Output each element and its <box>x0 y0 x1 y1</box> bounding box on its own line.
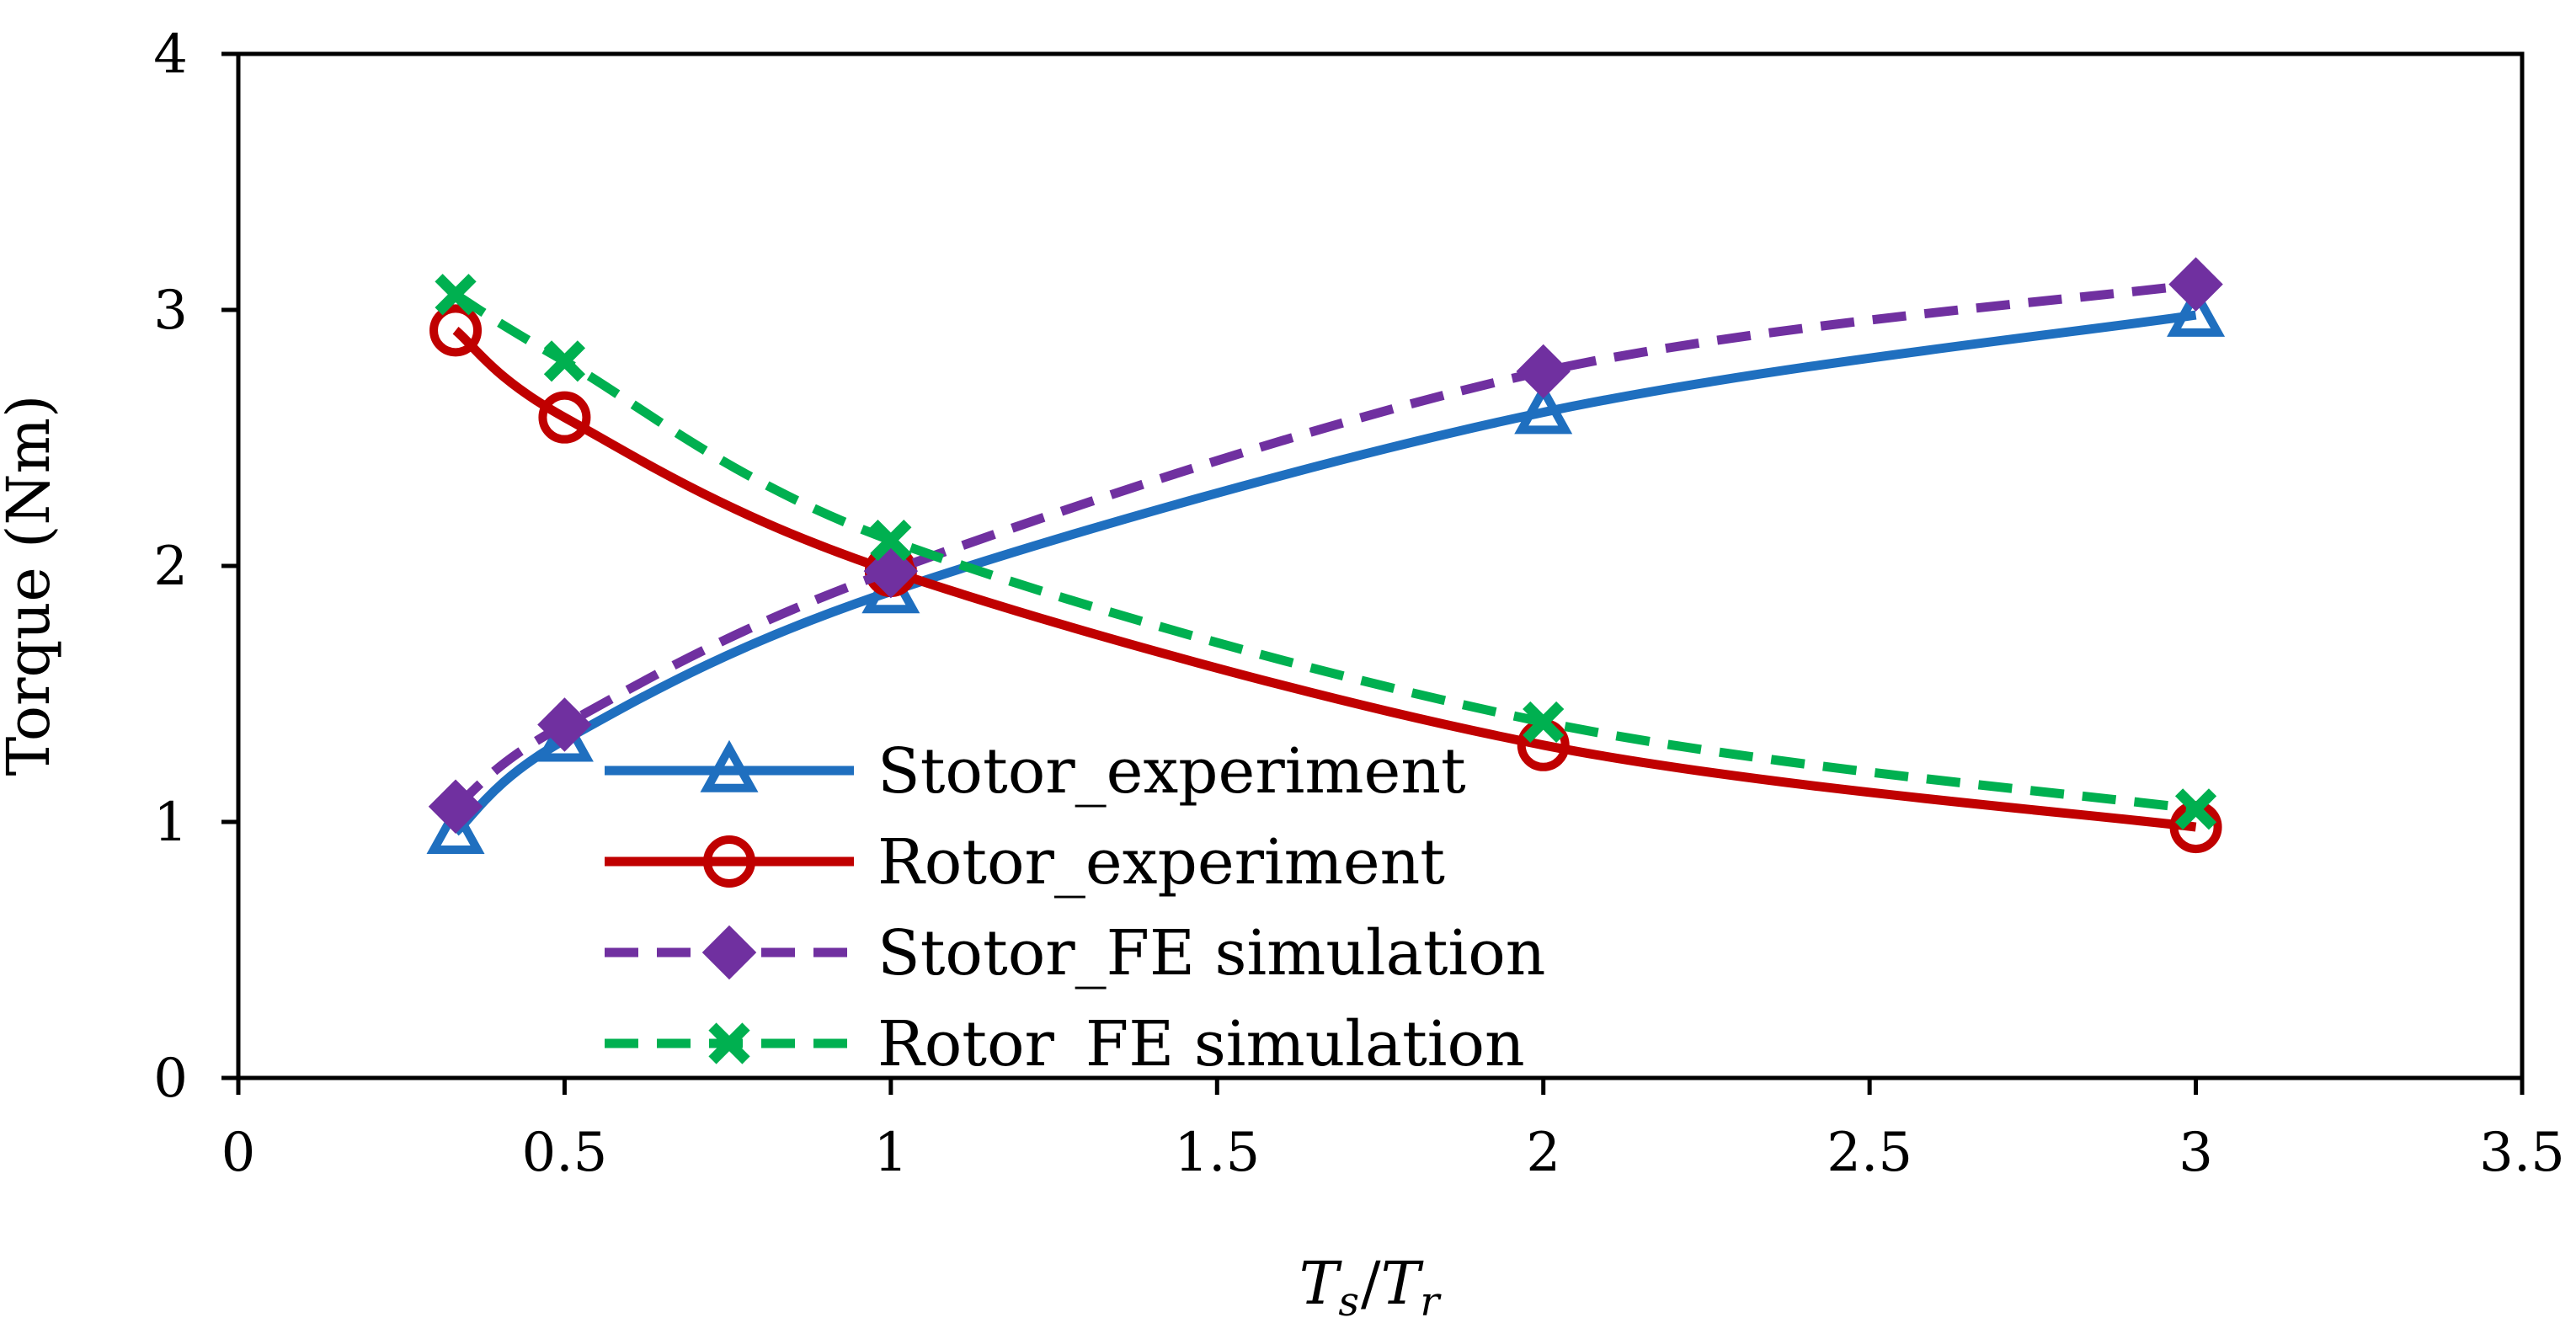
data-point <box>429 304 483 357</box>
x-title-sub-1: s <box>1338 1278 1359 1326</box>
legend-label: Stotor_FE simulation <box>877 917 1545 990</box>
data-point <box>537 697 592 752</box>
legend-item: Stotor_FE simulation <box>605 917 1545 990</box>
x-axis-title: Ts/Tr <box>1299 1249 1443 1326</box>
x-title-slash: / <box>1361 1249 1381 1318</box>
data-point <box>1516 344 1571 399</box>
data-point <box>2168 257 2223 312</box>
x-marker-stroke <box>435 274 477 316</box>
data-point <box>538 391 591 444</box>
x-tick-label: 3 <box>2179 1122 2213 1184</box>
legend-item: Stotor_experiment <box>605 735 1466 808</box>
legend-swatch-marker <box>703 835 755 888</box>
x-tick-label: 3.5 <box>2479 1122 2565 1184</box>
data-point <box>426 801 485 854</box>
legend-item: Rotor_experiment <box>605 826 1445 899</box>
x-tick-label: 2 <box>1526 1122 1560 1184</box>
legend-swatch-marker <box>700 739 759 792</box>
x-tick-label: 2.5 <box>1827 1122 1912 1184</box>
data-point <box>1514 381 1573 435</box>
legend-swatch-marker <box>708 1022 750 1064</box>
y-tick-label: 2 <box>153 536 188 598</box>
y-axis-title: Torque (Nm) <box>0 395 63 776</box>
y-tick-label: 1 <box>153 792 188 854</box>
data-point <box>543 340 586 382</box>
series-group <box>426 257 2226 854</box>
y-tick-label: 4 <box>153 24 188 86</box>
x-marker-stroke <box>2174 788 2217 830</box>
legend-label: Rotor_FE simulation <box>877 1008 1525 1080</box>
x-marker-stroke <box>543 340 586 382</box>
x-marker-stroke <box>1523 701 1565 744</box>
data-point <box>2174 788 2217 830</box>
x-title-base-1: T <box>1299 1249 1342 1318</box>
data-point <box>435 274 477 316</box>
legend-label: Stotor_experiment <box>877 735 1466 808</box>
legend-item: Rotor_FE simulation <box>605 1008 1525 1080</box>
data-point <box>428 779 483 835</box>
legend-swatch-marker <box>701 925 757 980</box>
data-point <box>870 520 912 562</box>
x-title-sub-2: r <box>1420 1278 1442 1326</box>
y-tick-label: 0 <box>153 1048 188 1110</box>
axes: 0 0.5 1 1.5 2 2.5 3 3.5 0 1 2 3 4 <box>153 24 2565 1184</box>
legend-label: Rotor_experiment <box>877 826 1445 899</box>
x-marker-stroke <box>708 1022 750 1064</box>
series-line <box>452 327 2197 832</box>
x-marker-stroke <box>870 520 912 562</box>
data-point <box>1523 701 1565 744</box>
x-tick-label: 0 <box>221 1122 256 1184</box>
series-line <box>452 280 2197 811</box>
x-tick-label: 0.5 <box>522 1122 608 1184</box>
series-3 <box>435 274 2217 830</box>
series-line <box>453 291 2197 814</box>
x-tick-label: 1 <box>873 1122 908 1184</box>
x-tick-label: 1.5 <box>1174 1122 1260 1184</box>
data-point <box>2167 284 2226 337</box>
y-tick-label: 3 <box>153 280 188 342</box>
legend: Stotor_experiment Rotor_experiment Stotor_… <box>605 735 1545 1080</box>
x-title-base-2: T <box>1381 1249 1424 1318</box>
